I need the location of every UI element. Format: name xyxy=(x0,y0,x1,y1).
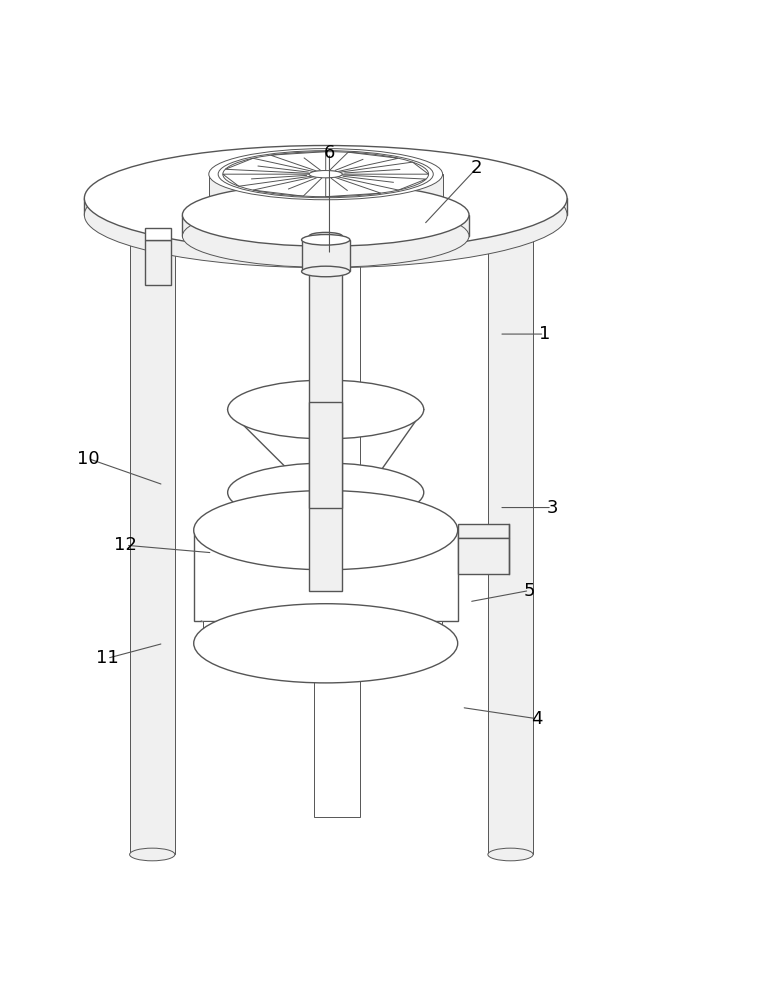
Polygon shape xyxy=(194,530,458,621)
Polygon shape xyxy=(395,621,407,643)
Ellipse shape xyxy=(129,848,175,861)
Polygon shape xyxy=(308,621,319,643)
Polygon shape xyxy=(329,152,398,172)
Ellipse shape xyxy=(309,171,342,178)
Polygon shape xyxy=(145,228,171,240)
Text: 3: 3 xyxy=(547,499,558,517)
Polygon shape xyxy=(129,215,175,854)
Ellipse shape xyxy=(194,604,458,683)
Text: 4: 4 xyxy=(531,710,543,728)
Ellipse shape xyxy=(194,491,458,570)
Polygon shape xyxy=(309,236,342,591)
Ellipse shape xyxy=(182,184,469,246)
Polygon shape xyxy=(226,158,314,173)
Polygon shape xyxy=(223,174,312,186)
Polygon shape xyxy=(338,175,426,190)
Ellipse shape xyxy=(182,205,469,267)
Polygon shape xyxy=(488,215,533,854)
Polygon shape xyxy=(413,621,425,643)
Polygon shape xyxy=(291,621,302,643)
Ellipse shape xyxy=(84,162,567,268)
Polygon shape xyxy=(270,152,326,171)
Polygon shape xyxy=(458,538,509,574)
Text: 5: 5 xyxy=(524,582,535,600)
Ellipse shape xyxy=(84,146,567,251)
Polygon shape xyxy=(255,621,267,643)
Polygon shape xyxy=(253,177,322,196)
Polygon shape xyxy=(84,198,567,215)
Text: 6: 6 xyxy=(324,144,335,162)
Ellipse shape xyxy=(228,380,424,439)
Ellipse shape xyxy=(488,848,533,861)
Ellipse shape xyxy=(209,174,443,225)
Polygon shape xyxy=(182,215,469,236)
Polygon shape xyxy=(458,524,509,538)
Text: 11: 11 xyxy=(95,649,118,667)
Polygon shape xyxy=(238,621,250,643)
Text: 1: 1 xyxy=(539,325,550,343)
Polygon shape xyxy=(273,621,285,643)
Text: 2: 2 xyxy=(471,159,482,177)
Polygon shape xyxy=(343,621,354,643)
Ellipse shape xyxy=(228,463,424,522)
Polygon shape xyxy=(326,177,381,197)
Polygon shape xyxy=(309,402,342,508)
Polygon shape xyxy=(340,162,428,174)
Polygon shape xyxy=(145,240,171,285)
Ellipse shape xyxy=(309,232,342,240)
Polygon shape xyxy=(326,621,337,643)
Text: 10: 10 xyxy=(76,450,99,468)
Ellipse shape xyxy=(301,266,350,277)
Text: 12: 12 xyxy=(114,536,137,554)
Polygon shape xyxy=(203,621,214,643)
Polygon shape xyxy=(431,621,442,643)
Ellipse shape xyxy=(301,235,350,245)
Ellipse shape xyxy=(209,149,443,200)
Polygon shape xyxy=(301,240,350,271)
Polygon shape xyxy=(314,215,360,817)
Polygon shape xyxy=(209,174,443,200)
Polygon shape xyxy=(378,621,390,643)
Polygon shape xyxy=(220,621,232,643)
Polygon shape xyxy=(360,621,372,643)
